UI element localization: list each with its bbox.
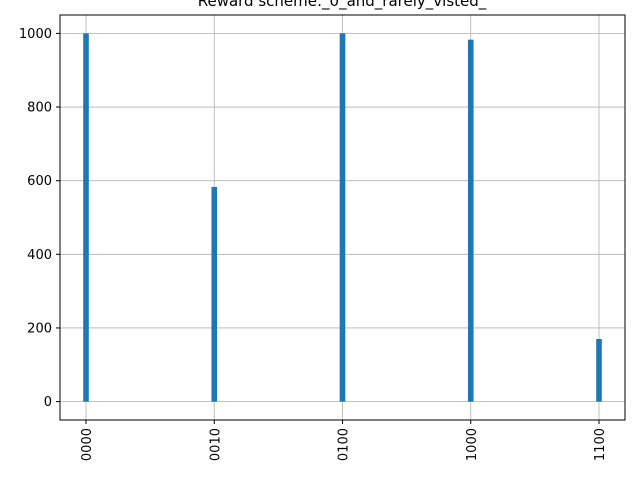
x-tick-label: 1100 (593, 428, 608, 461)
y-axis: 0 200 400 600 800 1000 (19, 27, 60, 410)
x-tick-label: 1000 (465, 428, 480, 461)
y-tick-label: 400 (27, 248, 52, 263)
y-tick-label: 1000 (19, 27, 52, 42)
y-tick-label: 200 (27, 321, 52, 336)
x-axis: 0000 0010 0100 1000 1100 (80, 420, 608, 461)
bar (83, 33, 89, 402)
bar (211, 186, 218, 402)
y-tick-label: 800 (27, 101, 52, 116)
x-tick-label: 0100 (337, 428, 352, 461)
x-tick-label: 0000 (80, 428, 95, 461)
chart-title: Reward scheme:_0_and_rarely_visted_ (198, 0, 487, 11)
bar (467, 39, 474, 402)
y-tick-label: 0 (44, 395, 52, 410)
bar (596, 339, 602, 402)
x-tick-label: 0010 (208, 428, 223, 461)
bar (339, 33, 346, 402)
bars (83, 33, 602, 402)
y-tick-label: 600 (27, 174, 52, 189)
